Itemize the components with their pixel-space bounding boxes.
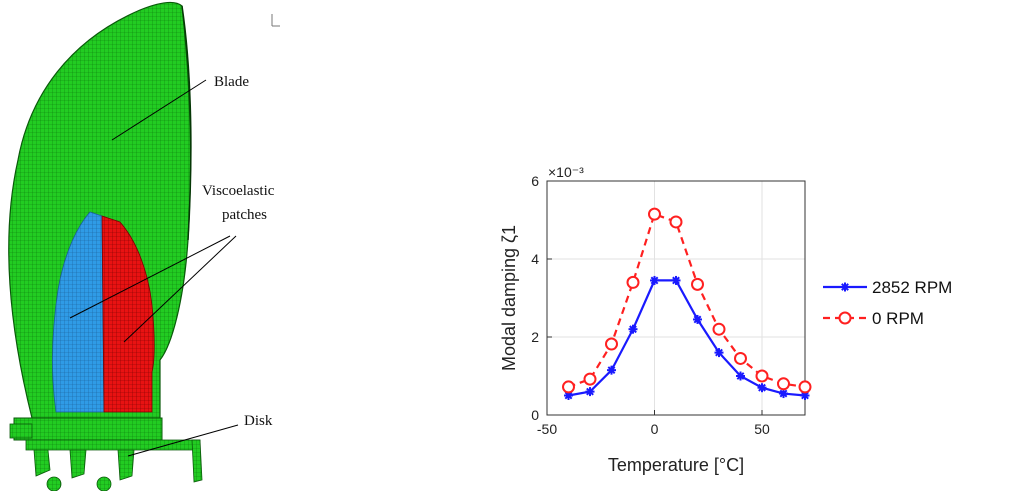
legend: 2852 RPM 0 RPM [823,278,952,328]
series-0-point [585,387,595,397]
viscoelastic-patch-blue [51,211,105,413]
series-0-point [628,324,638,334]
series-1-point [605,337,618,351]
patch-leader-line-red [123,235,237,343]
series-0-point [607,365,616,375]
y-multiplier: ×10⁻³ [548,164,584,180]
y-tick-label: 4 [531,251,539,267]
series-0-point [693,314,702,324]
y-tick-label: 6 [531,173,539,189]
blade-leader-line [111,79,207,141]
disk-shape [9,417,203,491]
series-1-point [777,377,790,391]
series-1-point [583,372,597,386]
viscoelastic-patch-red [101,215,155,413]
series-0-point [736,371,745,381]
series-1-point [798,380,812,394]
series-1-point [712,322,726,336]
legend-marker-1 [838,311,852,325]
patch-leader-line-blue [69,235,231,319]
disk-leader-line [127,424,239,457]
series-1-point [562,380,575,394]
patches-label: patches [222,207,267,223]
plot-frame [546,180,806,416]
blade-label: Blade [214,74,249,90]
legend-marker-0 [840,282,850,292]
legend-label-0: 2852 RPM [872,278,952,297]
viscoelastic-label: Viscoelastic [202,183,275,199]
series-line-1 [568,212,806,388]
series-0-point [779,389,788,399]
x-tick-label: 50 [754,421,770,437]
series-1-point [626,275,640,289]
series-1-point [648,207,661,221]
x-tick-label: 0 [651,421,659,437]
legend-label-1: 0 RPM [872,309,924,328]
series-0-point [714,348,724,358]
series-1-point [734,351,747,365]
series-1-point [755,369,769,383]
series-0-point [564,391,573,400]
x-axis-label: Temperature [°C] [608,455,744,475]
x-tick-label: -50 [537,421,557,437]
series-0-point [671,275,681,285]
series-0-point [650,275,659,285]
disk-label: Disk [244,413,273,429]
y-tick-label: 2 [531,329,539,345]
blade-fem-illustration: Blade Viscoelastic patches Disk [8,1,280,491]
series [562,207,812,400]
series-1-point [691,277,704,291]
series-0-point [757,383,767,393]
axis-triad-icon [271,14,280,27]
series-1-point [669,215,683,229]
y-axis-label: Modal damping ζ1 [499,225,519,371]
y-tick-label: 0 [531,407,539,423]
